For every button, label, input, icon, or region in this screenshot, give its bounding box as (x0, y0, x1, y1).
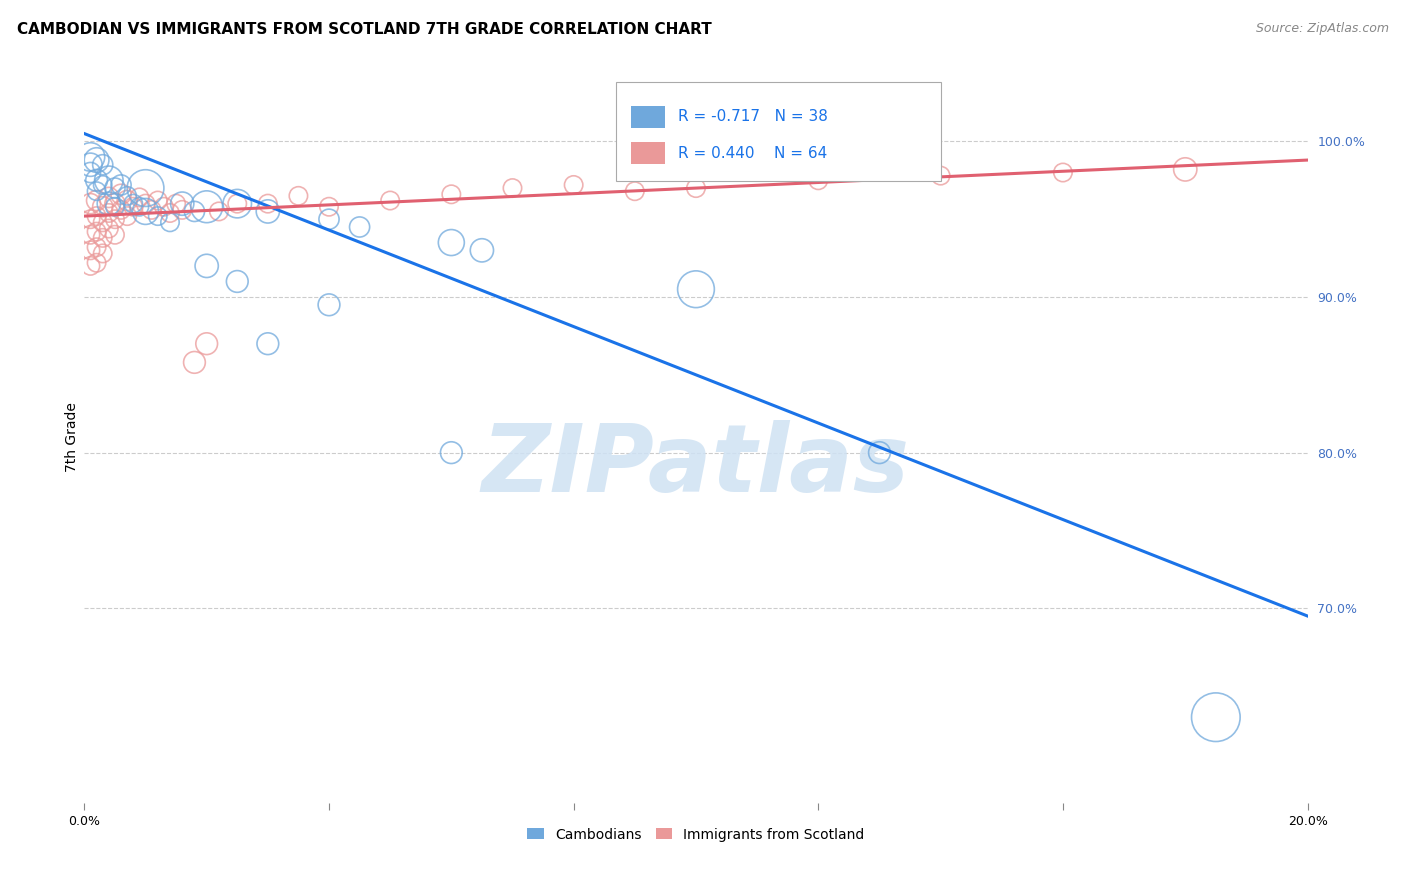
Point (440, 235, 463, 250)
Point (79, 259, 101, 273)
Point (79, 165, 101, 179)
Point (86, 194, 108, 208)
Point (159, 215, 181, 229)
Point (97, 206, 120, 220)
Point (318, 200, 340, 214)
Point (86, 184, 108, 198)
Point (195, 336, 218, 351)
Point (97, 196, 120, 211)
Point (624, 184, 647, 198)
Point (91, 246, 114, 260)
Point (208, 204, 231, 219)
Point (172, 196, 194, 211)
Point (110, 202, 132, 217)
Point (153, 200, 176, 214)
Point (79, 150, 101, 164)
Point (79, 212, 101, 227)
Point (104, 200, 127, 214)
Text: CAMBODIAN VS IMMIGRANTS FROM SCOTLAND 7TH GRADE CORRELATION CHART: CAMBODIAN VS IMMIGRANTS FROM SCOTLAND 7T… (17, 22, 711, 37)
Point (471, 244, 494, 258)
Point (110, 187, 132, 202)
Legend: Cambodians, Immigrants from Scotland: Cambodians, Immigrants from Scotland (522, 822, 870, 847)
Point (159, 206, 181, 220)
Point (1174, 162, 1197, 177)
Point (1052, 165, 1074, 179)
Point (183, 355, 205, 369)
Point (86, 225, 108, 239)
Point (110, 178, 132, 192)
Point (929, 169, 952, 183)
Point (86, 173, 108, 187)
Point (86, 240, 108, 254)
Point (122, 196, 145, 211)
Bar (631, 143, 665, 164)
Point (104, 212, 127, 227)
Point (86, 153, 108, 167)
Point (318, 212, 340, 227)
Text: R = -0.717   N = 38: R = -0.717 N = 38 (678, 109, 828, 124)
Point (318, 298, 340, 312)
Text: Source: ZipAtlas.com: Source: ZipAtlas.com (1256, 22, 1389, 36)
Point (135, 196, 157, 211)
Point (226, 196, 249, 211)
Point (104, 227, 127, 242)
Point (562, 178, 585, 192)
Point (91, 158, 114, 172)
Point (440, 445, 463, 459)
Point (86, 209, 108, 223)
Point (91, 200, 114, 214)
Point (257, 336, 280, 351)
Point (226, 196, 249, 211)
Point (79, 158, 101, 172)
Point (195, 200, 218, 214)
Point (380, 194, 402, 208)
Point (91, 178, 114, 192)
Point (104, 181, 127, 195)
Point (91, 231, 114, 245)
Point (115, 209, 138, 223)
Point (128, 200, 150, 214)
Point (195, 259, 218, 273)
Point (135, 181, 157, 195)
Bar (631, 106, 665, 128)
Point (97, 173, 120, 187)
Point (183, 204, 205, 219)
Point (502, 181, 524, 195)
Point (685, 181, 707, 195)
Point (172, 202, 194, 217)
Point (165, 196, 187, 211)
Point (141, 202, 163, 217)
Point (79, 244, 101, 258)
Point (146, 194, 169, 208)
Point (135, 204, 157, 219)
Point (1205, 710, 1227, 724)
Point (685, 282, 707, 296)
Y-axis label: 7th Grade: 7th Grade (65, 402, 79, 472)
Point (115, 194, 138, 208)
Point (287, 189, 309, 203)
FancyBboxPatch shape (616, 82, 941, 181)
Text: R = 0.440    N = 64: R = 0.440 N = 64 (678, 145, 827, 161)
Point (104, 196, 127, 211)
Point (91, 215, 114, 229)
Point (115, 189, 138, 203)
Point (79, 196, 101, 211)
Text: ZIPatlas: ZIPatlas (482, 420, 910, 512)
Point (807, 173, 830, 187)
Point (122, 200, 145, 214)
Point (86, 256, 108, 270)
Point (869, 445, 891, 459)
Point (146, 209, 169, 223)
Point (226, 275, 249, 289)
Point (97, 221, 120, 235)
Point (257, 204, 280, 219)
Point (79, 227, 101, 242)
Point (349, 219, 371, 234)
Point (257, 196, 280, 211)
Point (97, 190, 120, 204)
Point (128, 190, 150, 204)
Point (440, 187, 463, 202)
